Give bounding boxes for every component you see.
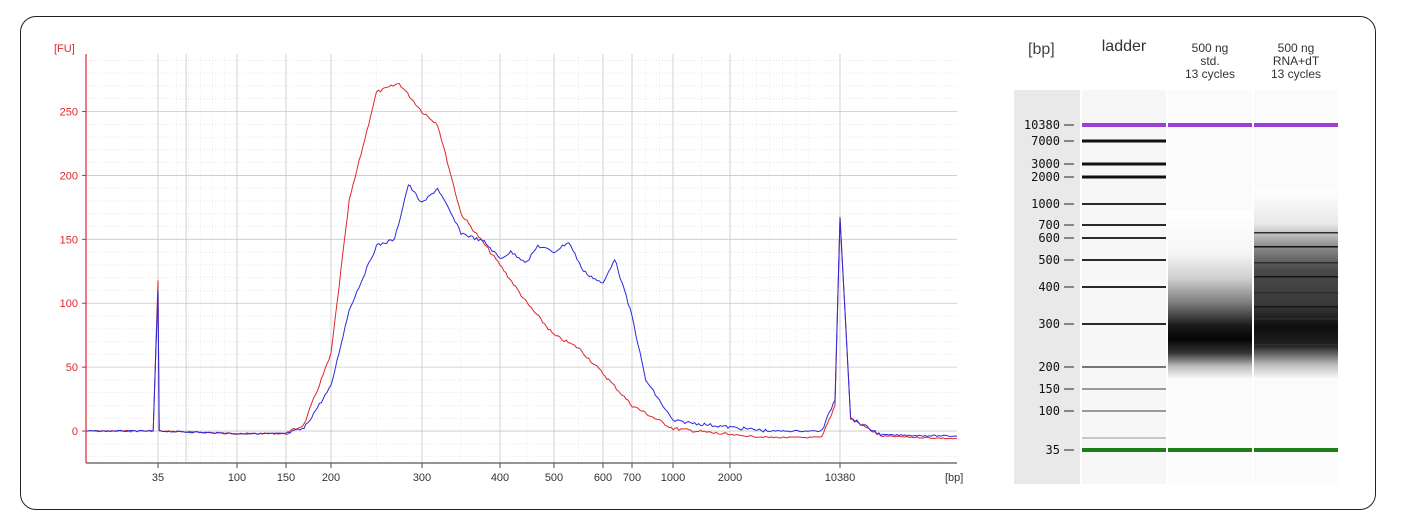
gel-smear-dt — [1254, 190, 1338, 380]
gel-size-label: 3000 — [1031, 157, 1060, 171]
y-tick-label: 0 — [72, 426, 78, 438]
gel-size-label: 10380 — [1024, 118, 1060, 132]
gel-unit-label: [bp] — [1028, 41, 1055, 58]
gel-size-label: 35 — [1046, 443, 1060, 457]
gel-band-sample — [1254, 246, 1338, 248]
gel-size-label: 500 — [1038, 253, 1060, 267]
gel-band-ladder — [1082, 410, 1166, 412]
lane-header-ladder: ladder — [1086, 38, 1162, 55]
gel-bands — [1082, 123, 1338, 452]
y-tick-label: 50 — [66, 362, 78, 374]
gel-band-sample — [1254, 276, 1338, 278]
gel-band-ladder — [1082, 448, 1166, 452]
gel-band-lower-marker — [1254, 448, 1338, 452]
gel-size-label: 300 — [1038, 317, 1060, 331]
y-tick-label: 200 — [60, 170, 78, 182]
gel-size-label: 100 — [1038, 404, 1060, 418]
lane-label-line3: 13 cycles — [1270, 67, 1322, 81]
x-tick-label: 1000 — [661, 472, 685, 484]
lane-label: ladder — [1101, 38, 1147, 55]
gel-size-label: 2000 — [1031, 170, 1060, 184]
gel-band-sample — [1254, 232, 1338, 234]
gel-band-sample — [1254, 292, 1338, 294]
gel-band-ladder — [1082, 366, 1166, 368]
x-tick-label: 150 — [277, 472, 295, 484]
x-tick-label: 600 — [594, 472, 612, 484]
x-tick-label: 35 — [152, 472, 164, 484]
series-line-1 — [85, 184, 958, 437]
gel-band-sample — [1254, 344, 1338, 346]
axis-layer: 0 50 100 150 200 250 35 100 150 200 300 400 500 600 70… — [60, 54, 957, 484]
gel-size-label: 200 — [1038, 360, 1060, 374]
gel-band-ladder — [1082, 139, 1166, 143]
gel-size-label: 400 — [1038, 280, 1060, 294]
y-tick-label: 150 — [60, 234, 78, 246]
x-tick-label: 400 — [491, 472, 509, 484]
gel-band-ladder — [1082, 224, 1166, 226]
gel-band-sample — [1254, 306, 1338, 308]
gel-band-ladder — [1082, 388, 1166, 390]
lane-label-line2: std. — [1200, 54, 1220, 68]
series-line-0 — [85, 82, 958, 440]
gel-band-sample — [1254, 318, 1338, 320]
y-tick-label: 100 — [60, 298, 78, 310]
plot-area — [86, 54, 957, 463]
gel-size-label: 600 — [1038, 231, 1060, 245]
gel-band-sample — [1254, 332, 1338, 334]
gel-band-sample — [1254, 262, 1338, 264]
gel-smear-std — [1168, 210, 1252, 380]
x-tick-label: 10380 — [825, 472, 856, 484]
gel-band-ladder — [1082, 286, 1166, 288]
gel-band-ladder — [1082, 162, 1166, 166]
lane-label-line3: 13 cycles — [1184, 67, 1236, 81]
x-tick-label: 300 — [413, 472, 431, 484]
gel-band-ladder — [1082, 259, 1166, 261]
gel-band-upper-marker — [1168, 123, 1252, 127]
x-axis-label: [bp] — [945, 472, 963, 484]
y-axis-label: [FU] — [54, 43, 75, 55]
lane-header-dt: 500 ng RNA+dT 13 cycles — [1254, 42, 1338, 81]
gel-size-label: 7000 — [1031, 134, 1060, 148]
gel-band-ladder — [1082, 123, 1166, 127]
lane-header-std: 500 ng std. 13 cycles — [1168, 42, 1252, 81]
series-layer — [85, 82, 958, 440]
gel-band-upper-marker — [1254, 123, 1338, 127]
gel-size-label: 1000 — [1031, 197, 1060, 211]
x-tick-label: 2000 — [718, 472, 742, 484]
lane-label-line1: 500 ng — [1191, 41, 1229, 55]
gel-band-ladder — [1082, 323, 1166, 325]
gel-band-ladder — [1082, 437, 1166, 439]
x-tick-label: 500 — [545, 472, 563, 484]
lane-label-line2: RNA+dT — [1272, 54, 1320, 68]
gel-band-lower-marker — [1168, 448, 1252, 452]
gel-band-ladder — [1082, 175, 1166, 179]
lane-label-line1: 500 ng — [1277, 41, 1315, 55]
x-tick-label: 200 — [322, 472, 340, 484]
gel-size-label: 700 — [1038, 218, 1060, 232]
gel-size-label: 150 — [1038, 382, 1060, 396]
gel-band-ladder — [1082, 237, 1166, 239]
y-tick-label: 250 — [60, 107, 78, 119]
gel-band-ladder — [1082, 203, 1166, 205]
x-tick-label: 100 — [228, 472, 246, 484]
x-tick-label: 700 — [623, 472, 641, 484]
